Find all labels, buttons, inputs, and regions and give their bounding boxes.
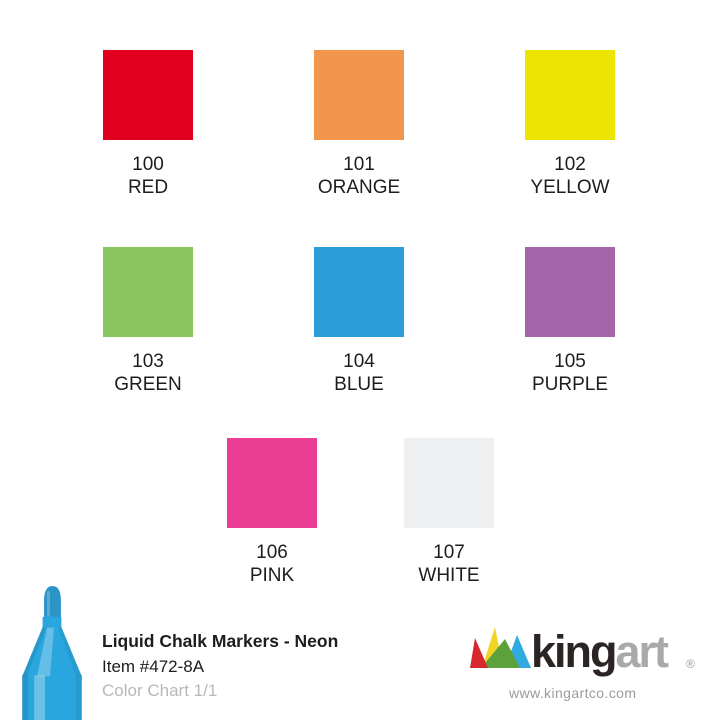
- color-swatch-103-green: [103, 247, 193, 337]
- chalk-marker-illustration: [22, 585, 82, 720]
- swatch-name: PINK: [249, 565, 295, 586]
- chart-page-indicator: Color Chart 1/1: [102, 681, 218, 700]
- swatch-cell-pink: 106 PINK: [182, 438, 362, 587]
- swatch-name: WHITE: [418, 565, 480, 586]
- product-title: Liquid Chalk Markers - Neon: [102, 631, 339, 651]
- swatch-cell-red: 100 RED: [58, 50, 238, 199]
- swatch-name: YELLOW: [530, 177, 610, 198]
- swatch-name: PURPLE: [531, 374, 609, 395]
- color-swatch-106-pink: [227, 438, 317, 528]
- brand-website-url: www.kingartco.com: [509, 685, 637, 701]
- swatch-name: GREEN: [114, 374, 182, 395]
- swatch-cell-blue: 104 BLUE: [269, 247, 449, 396]
- color-swatch-105-purple: [525, 247, 615, 337]
- color-swatch-101-orange: [314, 50, 404, 140]
- swatch-cell-orange: 101 ORANGE: [269, 50, 449, 199]
- swatch-cell-white: 107 WHITE: [359, 438, 539, 587]
- swatch-cell-green: 103 GREEN: [58, 247, 238, 396]
- swatch-cell-purple: 105 PURPLE: [480, 247, 660, 396]
- brand-wordmark-king: king: [531, 626, 618, 677]
- color-swatch-100-red: [103, 50, 193, 140]
- item-number: Item #472-8A: [102, 657, 205, 676]
- swatch-code: 102: [554, 154, 586, 175]
- swatch-cell-yellow: 102 YELLOW: [480, 50, 660, 199]
- swatch-name: ORANGE: [317, 177, 401, 198]
- brand-wordmark-art: art: [615, 626, 670, 677]
- color-swatch-107-white: [404, 438, 494, 528]
- swatch-code: 103: [132, 351, 164, 372]
- swatch-code: 107: [433, 542, 465, 563]
- registered-trademark-symbol: ®: [686, 657, 695, 671]
- swatch-name: RED: [127, 177, 169, 198]
- swatch-name: BLUE: [334, 374, 384, 395]
- swatch-code: 100: [132, 154, 164, 175]
- swatch-code: 106: [256, 542, 288, 563]
- brand-wordmark: kingart: [531, 626, 670, 677]
- swatch-code: 104: [343, 351, 375, 372]
- kingart-crown-logo-icon: [470, 627, 531, 668]
- swatch-code: 101: [343, 154, 375, 175]
- product-info: Liquid Chalk Markers - Neon Item #472-8A…: [102, 631, 339, 700]
- color-swatch-102-yellow: [525, 50, 615, 140]
- swatch-code: 105: [554, 351, 586, 372]
- color-swatch-104-blue: [314, 247, 404, 337]
